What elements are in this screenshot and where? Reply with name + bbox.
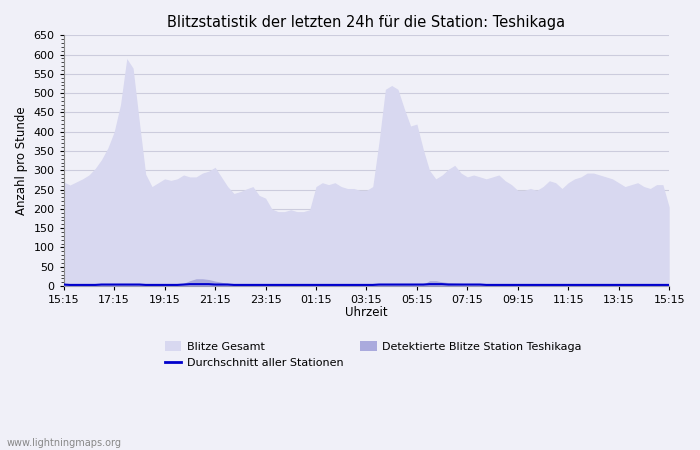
Title: Blitzstatistik der letzten 24h für die Station: Teshikaga: Blitzstatistik der letzten 24h für die S… [167, 15, 566, 30]
Y-axis label: Anzahl pro Stunde: Anzahl pro Stunde [15, 106, 28, 215]
Legend: Blitze Gesamt, Durchschnitt aller Stationen, Detektierte Blitze Station Teshikag: Blitze Gesamt, Durchschnitt aller Statio… [160, 337, 586, 373]
Text: www.lightningmaps.org: www.lightningmaps.org [7, 438, 122, 448]
X-axis label: Uhrzeit: Uhrzeit [345, 306, 388, 320]
